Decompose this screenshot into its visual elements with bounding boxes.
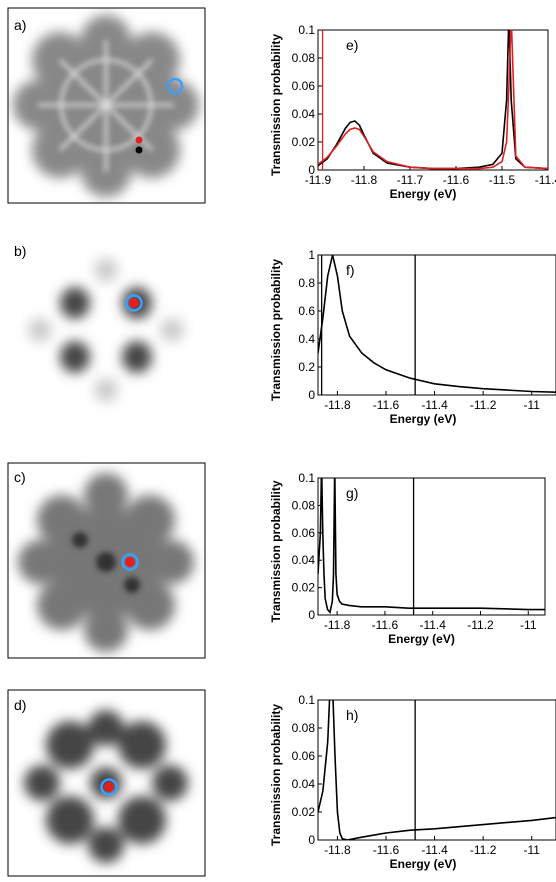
x-tick-label: -11 — [523, 843, 540, 857]
x-tick-label: -11 — [520, 618, 537, 632]
y-tick-label: 0 — [308, 833, 315, 847]
y-axis-label: Transmission probability — [269, 259, 283, 401]
annotation: f) — [346, 262, 355, 278]
plot-frame — [317, 254, 556, 396]
y-tick-label: 0.02 — [292, 581, 316, 595]
annotation: h) — [346, 707, 358, 723]
x-tick-label: -11.8 — [351, 173, 378, 187]
x-tick-label: -11.4 — [419, 618, 446, 632]
x-tick-label: -11.4 — [535, 173, 556, 187]
y-tick-label: 0.8 — [298, 276, 315, 290]
frame — [7, 462, 206, 659]
y-tick-label: 0.1 — [298, 23, 315, 37]
plot-frame — [317, 477, 546, 616]
x-axis-label: Energy (eV) — [390, 187, 457, 201]
y-tick-label: 0.06 — [292, 526, 316, 540]
x-tick-label: -11.4 — [421, 843, 448, 857]
line-series — [318, 478, 545, 614]
chart: 0 0.02 0.04 0.06 0.08 0.1 -11.8 -11.6 -11.4 -11.2… — [269, 693, 556, 871]
y-tick-label: 0 — [308, 163, 315, 177]
y-axis-label: Transmission probability — [269, 704, 283, 846]
panel-label: d) — [14, 697, 26, 713]
plot-frame — [317, 699, 556, 841]
x-tick-label: -11.8 — [324, 843, 351, 857]
y-tick-label: 0.4 — [298, 332, 315, 346]
y-tick-label: 0.04 — [292, 553, 316, 567]
x-tick-label: -11 — [523, 398, 540, 412]
x-axis-label: Energy (eV) — [388, 632, 455, 646]
y-tick-label: 0.08 — [292, 721, 316, 735]
x-tick-label: -11.2 — [470, 398, 497, 412]
panel-label: a) — [14, 17, 26, 33]
y-axis-label: Transmission probability — [269, 34, 283, 176]
x-axis-label: Energy (eV) — [390, 857, 457, 871]
x-tick-label: -11.6 — [443, 173, 470, 187]
y-axis-label: Transmission probability — [269, 480, 283, 622]
chart: 0 0.02 0.04 0.06 0.08 0.1 -11.8 -11.6 -11.4 -11.2… — [269, 471, 546, 646]
y-tick-label: 0.1 — [298, 471, 315, 485]
x-tick-label: -11.9 — [305, 173, 332, 187]
y-tick-label: 1 — [308, 248, 315, 262]
chart: 0 0.02 0.04 0.06 0.08 0.1 -11.9 -11.8 -11.7 -11.6… — [269, 23, 556, 201]
x-tick-label: -11.8 — [324, 618, 351, 632]
line-series — [318, 700, 556, 840]
line-series — [318, 30, 548, 170]
frame — [7, 689, 206, 877]
y-tick-label: 0.2 — [298, 360, 315, 374]
line-series — [318, 255, 556, 393]
x-tick-label: -11.8 — [324, 398, 351, 412]
chart: 0 0.2 0.4 0.6 0.8 1 -11.8 -11.6 -11.4 -11.2 -11 Ene… — [269, 248, 556, 426]
y-tick-label: 0.08 — [292, 51, 316, 65]
x-tick-label: -11.5 — [489, 173, 516, 187]
y-tick-label: 0.06 — [292, 79, 316, 93]
annotation: e) — [346, 37, 358, 53]
y-tick-label: 0.04 — [292, 107, 316, 121]
image-a — [8, 8, 205, 203]
y-tick-label: 0.02 — [292, 135, 316, 149]
y-tick-label: 0.04 — [292, 777, 316, 791]
y-tick-label: 0.02 — [292, 805, 316, 819]
panel-label: c) — [14, 469, 26, 485]
x-tick-label: -11.6 — [372, 618, 399, 632]
y-tick-label: 0.6 — [298, 304, 315, 318]
x-tick-label: -11.6 — [373, 398, 400, 412]
x-tick-label: -11.4 — [421, 398, 448, 412]
y-tick-label: 0 — [308, 388, 315, 402]
plot-frame — [317, 29, 549, 171]
annotation: g) — [346, 485, 358, 501]
x-tick-label: -11.2 — [470, 843, 497, 857]
x-tick-label: -11.7 — [397, 173, 424, 187]
x-axis-label: Energy (eV) — [390, 412, 457, 426]
image-d — [8, 690, 205, 877]
frame — [7, 7, 206, 204]
image-c — [8, 463, 205, 658]
x-tick-label: -11.6 — [373, 843, 400, 857]
y-tick-label: 0.06 — [292, 749, 316, 763]
panel-label: b) — [14, 243, 26, 259]
y-tick-label: 0 — [308, 608, 315, 622]
y-tick-label: 0.08 — [292, 498, 316, 512]
y-tick-label: 0.1 — [298, 693, 315, 707]
image-b — [8, 236, 205, 430]
x-tick-label: -11.2 — [467, 618, 494, 632]
